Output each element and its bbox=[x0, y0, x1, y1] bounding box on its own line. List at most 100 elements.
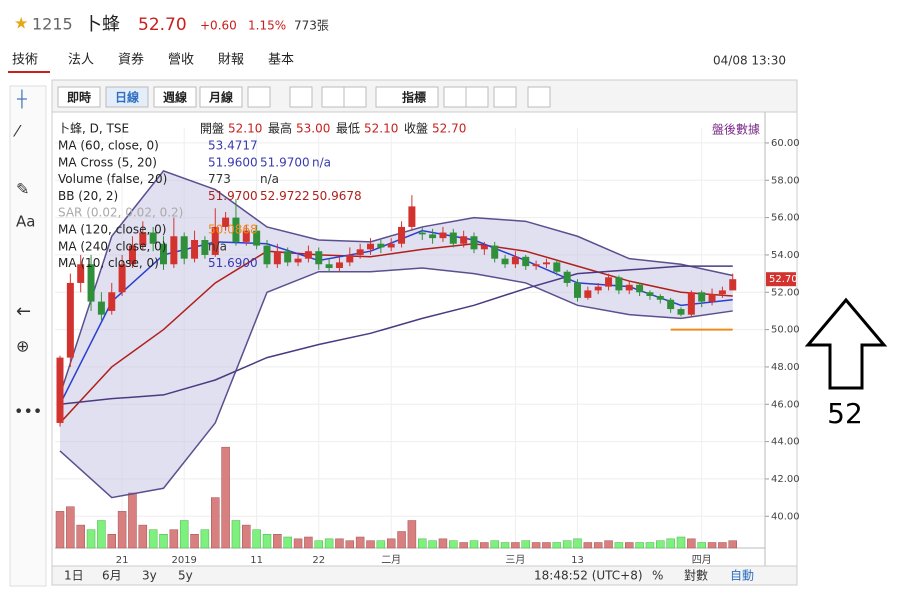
toolbar-icon-button[interactable] bbox=[321, 86, 345, 108]
toolbar-label[interactable]: 指標 bbox=[402, 90, 426, 105]
candle-body bbox=[56, 357, 64, 423]
legend-name: BB (20, 2) bbox=[58, 189, 118, 203]
star-icon[interactable]: ★ bbox=[14, 14, 28, 33]
legend-ohlc: 收盤 bbox=[404, 122, 428, 136]
tab[interactable]: 法人 bbox=[68, 53, 94, 68]
change-pct: 1.15% bbox=[248, 19, 286, 33]
tab[interactable]: 資券 bbox=[118, 52, 144, 68]
toolbar-icon-button[interactable] bbox=[465, 86, 489, 108]
candle-body bbox=[304, 251, 312, 259]
axis-option[interactable]: 自動 bbox=[730, 569, 754, 583]
zoom-tool[interactable]: ⊕ bbox=[16, 337, 29, 356]
toolbar-button[interactable] bbox=[375, 86, 439, 108]
candle-body bbox=[160, 243, 167, 265]
tab[interactable]: 基本 bbox=[268, 53, 294, 68]
datetime: 04/08 13:30 bbox=[713, 54, 786, 68]
toolbar-label[interactable]: 日線 bbox=[115, 90, 139, 105]
y-tick-label: 42.00 bbox=[771, 474, 800, 485]
bottom-bar bbox=[51, 565, 798, 586]
volume-bar bbox=[480, 542, 489, 549]
back-tool[interactable]: ← bbox=[16, 301, 31, 322]
legend-value: 53.4717 bbox=[208, 139, 258, 153]
tab[interactable]: 技術 bbox=[12, 53, 38, 68]
crosshair-tool[interactable]: ┼ bbox=[16, 89, 27, 109]
line-tool[interactable]: ⁄ bbox=[13, 122, 22, 141]
volume-bar bbox=[252, 529, 261, 549]
toolbar-label[interactable]: 週線 bbox=[163, 90, 187, 105]
volume-bar bbox=[221, 446, 230, 549]
legend-ohlc: 53.00 bbox=[296, 122, 330, 136]
toolbar-button[interactable] bbox=[199, 86, 243, 108]
legend-value: n/a bbox=[312, 155, 331, 169]
y-tick-label: 54.00 bbox=[771, 250, 800, 261]
toolbar-icon-button[interactable] bbox=[343, 86, 367, 108]
toolbar-button[interactable] bbox=[57, 86, 101, 108]
toolbar-icon-button[interactable] bbox=[247, 86, 271, 108]
volume-bar bbox=[687, 538, 696, 549]
candle-body bbox=[201, 240, 209, 255]
candle-body bbox=[418, 232, 426, 235]
volume-bar bbox=[428, 540, 437, 549]
volume-bar bbox=[438, 538, 448, 549]
candle-body bbox=[377, 243, 385, 248]
tab[interactable]: 營收 bbox=[168, 53, 194, 68]
candle-body bbox=[584, 290, 592, 298]
candle-body bbox=[563, 271, 571, 283]
toolbar-label[interactable]: 即時 bbox=[67, 90, 91, 105]
volume-bar bbox=[635, 542, 644, 549]
axis-option[interactable]: % bbox=[652, 569, 663, 583]
volume-bar bbox=[625, 542, 634, 549]
tab[interactable]: 財報 bbox=[218, 53, 244, 68]
bollinger-band bbox=[60, 170, 733, 498]
indicator-line bbox=[59, 265, 733, 406]
candle-body bbox=[729, 279, 737, 291]
volume-bar bbox=[345, 540, 355, 549]
x-tick-label: 二月 bbox=[381, 554, 401, 566]
legend-symbol: 卜蜂, D, TSE bbox=[58, 122, 129, 136]
range-button[interactable]: 3y bbox=[142, 569, 157, 583]
candle-body bbox=[273, 251, 281, 265]
y-tick-label: 50.00 bbox=[771, 325, 800, 336]
toolbar-button[interactable] bbox=[105, 86, 149, 108]
candle-body bbox=[491, 245, 499, 259]
candle-body bbox=[170, 236, 178, 265]
legend-ohlc: 最低 bbox=[336, 122, 360, 136]
toolbar-icon-button[interactable] bbox=[443, 86, 467, 108]
clock: 18:48:52 (UTC+8) bbox=[534, 569, 643, 583]
volume-bar bbox=[614, 542, 624, 549]
toolbar-icon-button[interactable] bbox=[493, 86, 517, 108]
candle-body bbox=[263, 245, 271, 265]
more-tool[interactable]: ••• bbox=[14, 402, 42, 421]
candle-body bbox=[656, 296, 664, 300]
candle-body bbox=[439, 232, 447, 239]
toolbar-icon-button[interactable] bbox=[289, 86, 313, 108]
volume-bar bbox=[86, 529, 96, 549]
candle-body bbox=[66, 282, 74, 358]
range-button[interactable]: 6月 bbox=[102, 569, 122, 583]
after-hours-link[interactable]: 盤後數據 bbox=[712, 123, 760, 137]
text-tool[interactable]: Aa bbox=[16, 213, 35, 231]
legend-value: 50.9678 bbox=[312, 189, 362, 203]
volume-bar bbox=[335, 538, 344, 549]
x-tick-label: 21 bbox=[116, 555, 129, 566]
volume-bar bbox=[521, 540, 530, 549]
toolbar-icon-button[interactable] bbox=[527, 86, 551, 108]
range-button[interactable]: 5y bbox=[178, 569, 193, 583]
legend-name: SAR (0.02, 0.02, 0.2) bbox=[58, 206, 183, 220]
brush-tool[interactable]: ✎ bbox=[16, 180, 29, 199]
axis-option[interactable]: 對數 bbox=[684, 569, 708, 583]
candle-body bbox=[387, 243, 395, 248]
candle-body bbox=[242, 230, 250, 242]
range-button[interactable]: 1日 bbox=[64, 569, 84, 583]
candle-body bbox=[222, 217, 230, 227]
toolbar-button[interactable] bbox=[153, 86, 197, 108]
candle-body bbox=[335, 262, 343, 268]
volume-bar bbox=[273, 534, 282, 549]
candle-body bbox=[77, 264, 85, 283]
candle-body bbox=[718, 290, 726, 295]
candle-body bbox=[346, 254, 354, 263]
candle-body bbox=[325, 264, 333, 268]
volume-bar bbox=[55, 511, 65, 549]
candle-body bbox=[180, 236, 188, 259]
toolbar-label[interactable]: 月線 bbox=[208, 90, 233, 105]
